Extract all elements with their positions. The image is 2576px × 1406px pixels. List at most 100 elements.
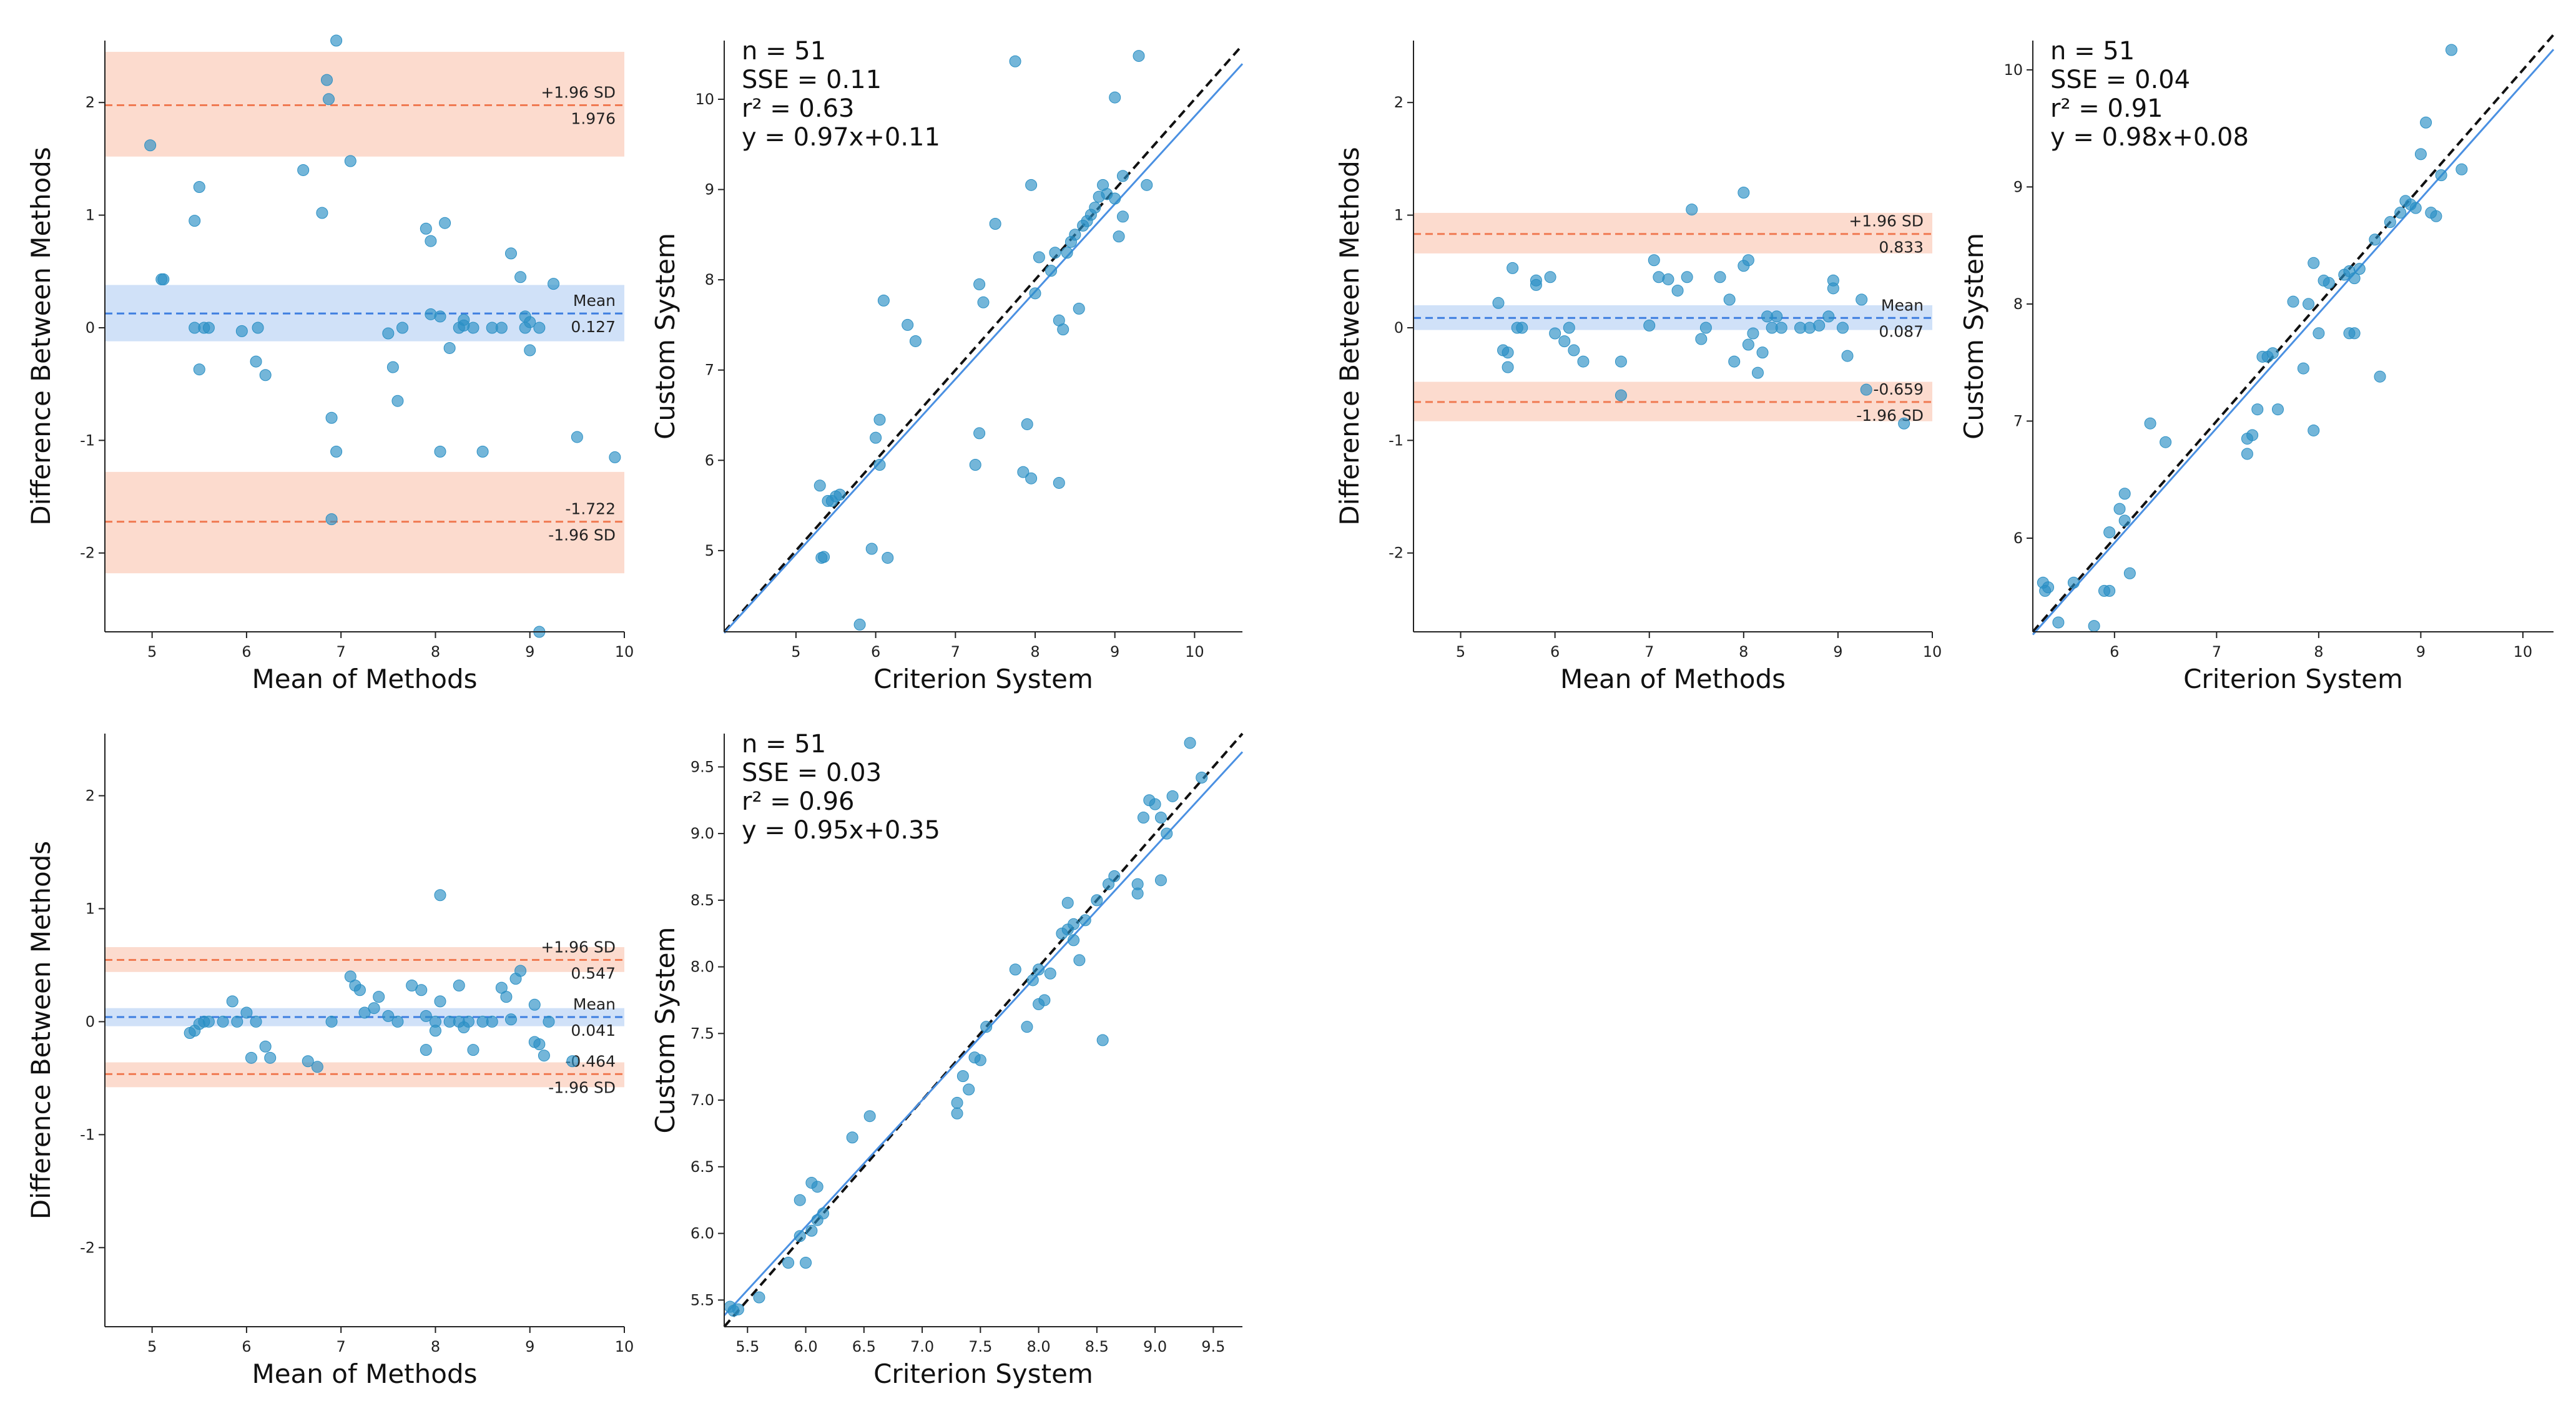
data-point	[311, 1061, 323, 1073]
y-tick-label: 5	[705, 542, 714, 559]
data-point	[325, 1015, 338, 1028]
data-point	[2348, 272, 2361, 285]
mean-label: Mean	[573, 292, 616, 310]
data-point	[814, 479, 826, 492]
data-point	[1530, 278, 1542, 291]
data-point	[1184, 737, 1196, 749]
data-point	[189, 215, 201, 227]
data-point	[1860, 383, 1872, 396]
data-point	[1113, 230, 1125, 243]
data-point	[1577, 355, 1590, 368]
data-point	[500, 991, 513, 1003]
data-point	[1116, 210, 1129, 223]
data-point	[1681, 271, 1693, 283]
data-point	[1516, 322, 1528, 334]
data-point	[2348, 327, 2361, 340]
lower-limit-label: -1.96 SD	[548, 1078, 616, 1096]
data-point	[2103, 584, 2116, 597]
data-point	[439, 217, 451, 229]
data-point	[504, 247, 517, 260]
x-tick-label: 9	[1833, 643, 1842, 661]
y-tick-label: 9	[705, 181, 714, 199]
data-point	[2052, 616, 2065, 629]
data-point	[193, 363, 205, 376]
data-point	[1813, 319, 1826, 332]
data-point	[245, 1051, 257, 1064]
data-point	[1044, 967, 1056, 980]
y-tick-label: 9	[2013, 178, 2023, 195]
data-point	[1061, 897, 1074, 909]
data-point	[1137, 811, 1149, 823]
data-point	[2430, 210, 2442, 222]
lower-limit-value: -0.659	[1873, 380, 1924, 398]
data-point	[316, 207, 328, 219]
data-point	[538, 1050, 550, 1062]
data-point	[1615, 389, 1627, 401]
y-tick-label: 8	[2013, 295, 2023, 313]
data-point	[1131, 878, 1144, 890]
data-point	[353, 984, 366, 996]
upper-limit-label: +1.96 SD	[541, 84, 616, 102]
data-point	[320, 74, 333, 86]
data-point	[231, 1015, 243, 1028]
data-point	[420, 1044, 432, 1056]
data-point	[1025, 179, 1038, 191]
data-point	[2353, 263, 2366, 275]
x-tick-label: 7	[337, 643, 346, 661]
y-tick-label: 7	[705, 361, 714, 379]
x-tick-label: 7	[951, 643, 960, 661]
data-point	[609, 451, 621, 463]
data-point	[415, 984, 428, 996]
data-point	[2261, 350, 2274, 363]
data-point	[853, 618, 866, 631]
data-point	[2241, 448, 2253, 460]
stat-line-1: n = 51	[742, 730, 826, 759]
data-point	[1841, 350, 1854, 362]
data-point	[1615, 355, 1627, 368]
x-tick-label: 9	[525, 1338, 534, 1355]
mean-value: 0.041	[571, 1021, 616, 1040]
data-point	[453, 1015, 465, 1028]
stat-line-3: r² = 0.63	[742, 94, 855, 123]
y-tick-label: 6	[2013, 529, 2023, 547]
data-point	[443, 342, 456, 354]
data-point	[1751, 366, 1764, 379]
data-point	[2399, 195, 2412, 207]
data-point	[533, 1038, 546, 1051]
x-tick-label: 6.5	[852, 1338, 876, 1355]
data-point	[2042, 581, 2055, 594]
data-point	[877, 294, 890, 307]
data-point	[467, 1044, 479, 1056]
y-tick-label: -2	[80, 1239, 95, 1256]
y-tick-label: 10	[695, 91, 714, 108]
y-tick-label: 5.5	[691, 1291, 714, 1309]
data-point	[980, 1021, 993, 1033]
data-point	[2409, 202, 2422, 214]
data-point	[2118, 488, 2131, 500]
y-tick-label: 7	[2013, 412, 2023, 430]
y-tick-label: 6	[705, 451, 714, 469]
data-point	[217, 1015, 229, 1028]
x-tick-label: 5	[791, 643, 800, 661]
data-point	[1166, 790, 1179, 802]
x-tick-label: 6	[242, 643, 251, 661]
data-point	[1662, 273, 1674, 285]
stat-line-1: n = 51	[2050, 37, 2135, 66]
data-point	[434, 995, 446, 1008]
mean-value: 0.127	[571, 318, 616, 336]
y-axis-label: Difference Between Methods	[1334, 147, 1365, 525]
y-tick-label: 9.5	[691, 758, 714, 775]
data-point	[1549, 327, 1561, 340]
y-axis-label: Custom System	[650, 233, 681, 440]
x-tick-label: 10	[1185, 643, 1204, 661]
data-point	[1053, 476, 1065, 489]
x-axis-label: Criterion System	[2183, 664, 2403, 694]
data-point	[1038, 994, 1051, 1006]
data-point	[732, 1303, 744, 1315]
upper-limit-value: 0.833	[1879, 238, 1924, 257]
x-tick-label: 10	[615, 643, 634, 661]
data-point	[425, 235, 437, 247]
y-tick-label: 8.0	[691, 958, 714, 976]
data-point	[794, 1230, 806, 1242]
